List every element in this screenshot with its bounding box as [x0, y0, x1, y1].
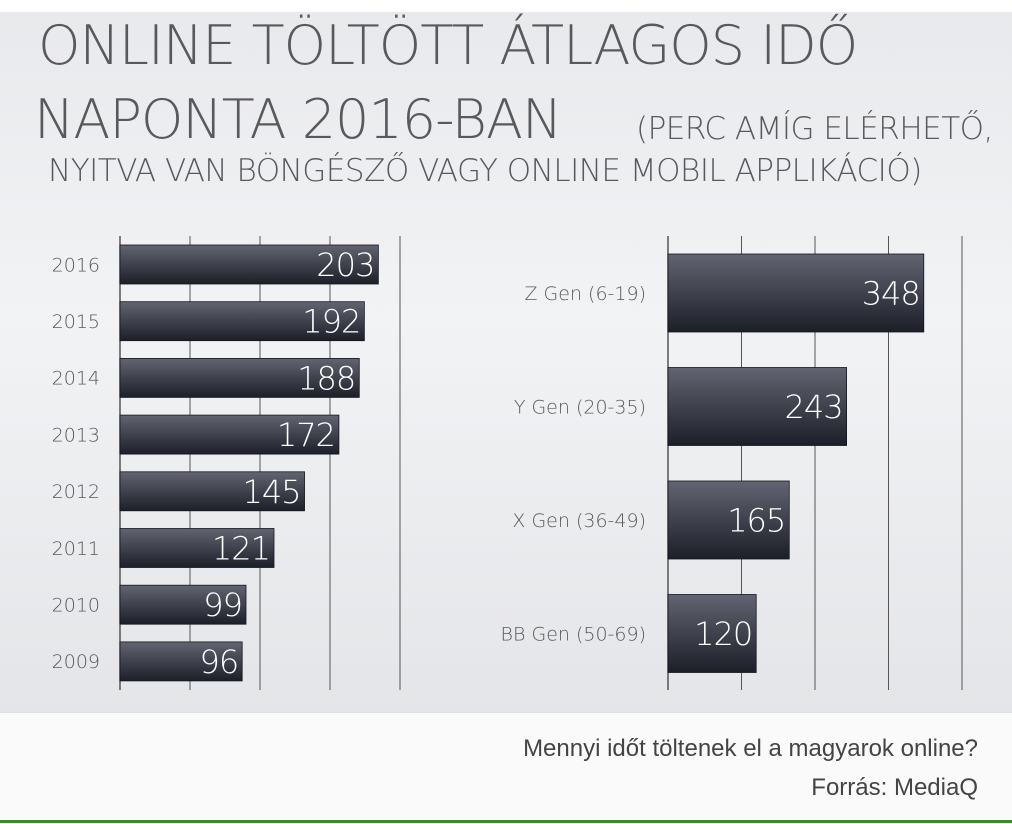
bar	[667, 367, 848, 446]
data-label: 121	[212, 530, 270, 568]
bar	[119, 584, 247, 625]
bar	[119, 414, 340, 455]
category-label: 2016	[52, 254, 100, 276]
bar	[119, 244, 379, 285]
data-label: 120	[694, 615, 752, 653]
data-label: 203	[316, 246, 374, 284]
chart-subtitle-line2: NYITVA VAN BÖNGÉSZŐ VAGY ONLINE MOBIL AP…	[48, 153, 922, 189]
category-label: X Gen (36-49)	[512, 510, 646, 532]
chart-slide: ONLINE TÖLTÖTT ÁTLAGOS IDŐ NAPONTA 2016-…	[0, 0, 1012, 712]
chart-title-line1: ONLINE TÖLTÖTT ÁTLAGOS IDŐ	[38, 14, 858, 77]
data-label: 172	[277, 416, 335, 454]
chart-title-line2: NAPONTA 2016-BAN	[34, 88, 562, 151]
category-label: 2009	[52, 651, 100, 673]
data-label: 188	[297, 359, 355, 397]
category-label: 2011	[52, 538, 100, 560]
yearly-chart: 203 2016 192 2015 188 2014 172 2013 145 2012 121 20…	[52, 236, 401, 690]
bottom-accent-line	[0, 820, 1012, 823]
caption-area: Mennyi időt töltenek el a magyarok onlin…	[0, 712, 1012, 824]
data-label: 96	[199, 643, 238, 681]
bar	[119, 301, 365, 342]
category-label: Y Gen (20-35)	[514, 396, 646, 418]
bar	[667, 480, 790, 560]
category-label: Z Gen (6-19)	[525, 283, 647, 305]
category-label: 2015	[52, 311, 100, 333]
data-label: 192	[302, 303, 360, 341]
bar	[119, 471, 305, 512]
bar	[119, 357, 360, 398]
data-label: 348	[862, 275, 920, 313]
data-label: 99	[203, 586, 242, 624]
category-label: 2010	[52, 595, 100, 617]
bar	[667, 253, 925, 333]
caption-source: Forrás: MediaQ	[811, 774, 978, 801]
data-label: 145	[242, 473, 300, 511]
bar	[667, 594, 757, 673]
generation-chart: 348 Z Gen (6-19) 243 Y Gen (20-35) 165 X Gen …	[501, 236, 963, 690]
category-label: 2012	[52, 481, 100, 503]
category-label: 2014	[52, 368, 100, 390]
data-label: 165	[727, 502, 785, 540]
top-strip	[0, 0, 1012, 12]
bar-charts: 203 2016 192 2015 188 2014 172 2013 145 2012 121 20…	[52, 236, 963, 690]
caption-text: Mennyi időt töltenek el a magyarok onlin…	[523, 735, 978, 762]
category-label: BB Gen (50-69)	[501, 623, 646, 645]
bar	[119, 528, 275, 568]
category-label: 2013	[52, 424, 100, 446]
data-label: 243	[785, 388, 843, 426]
chart-subtitle-line1: (PERC AMÍG ELÉRHETŐ,	[636, 111, 993, 147]
bar	[119, 641, 243, 682]
